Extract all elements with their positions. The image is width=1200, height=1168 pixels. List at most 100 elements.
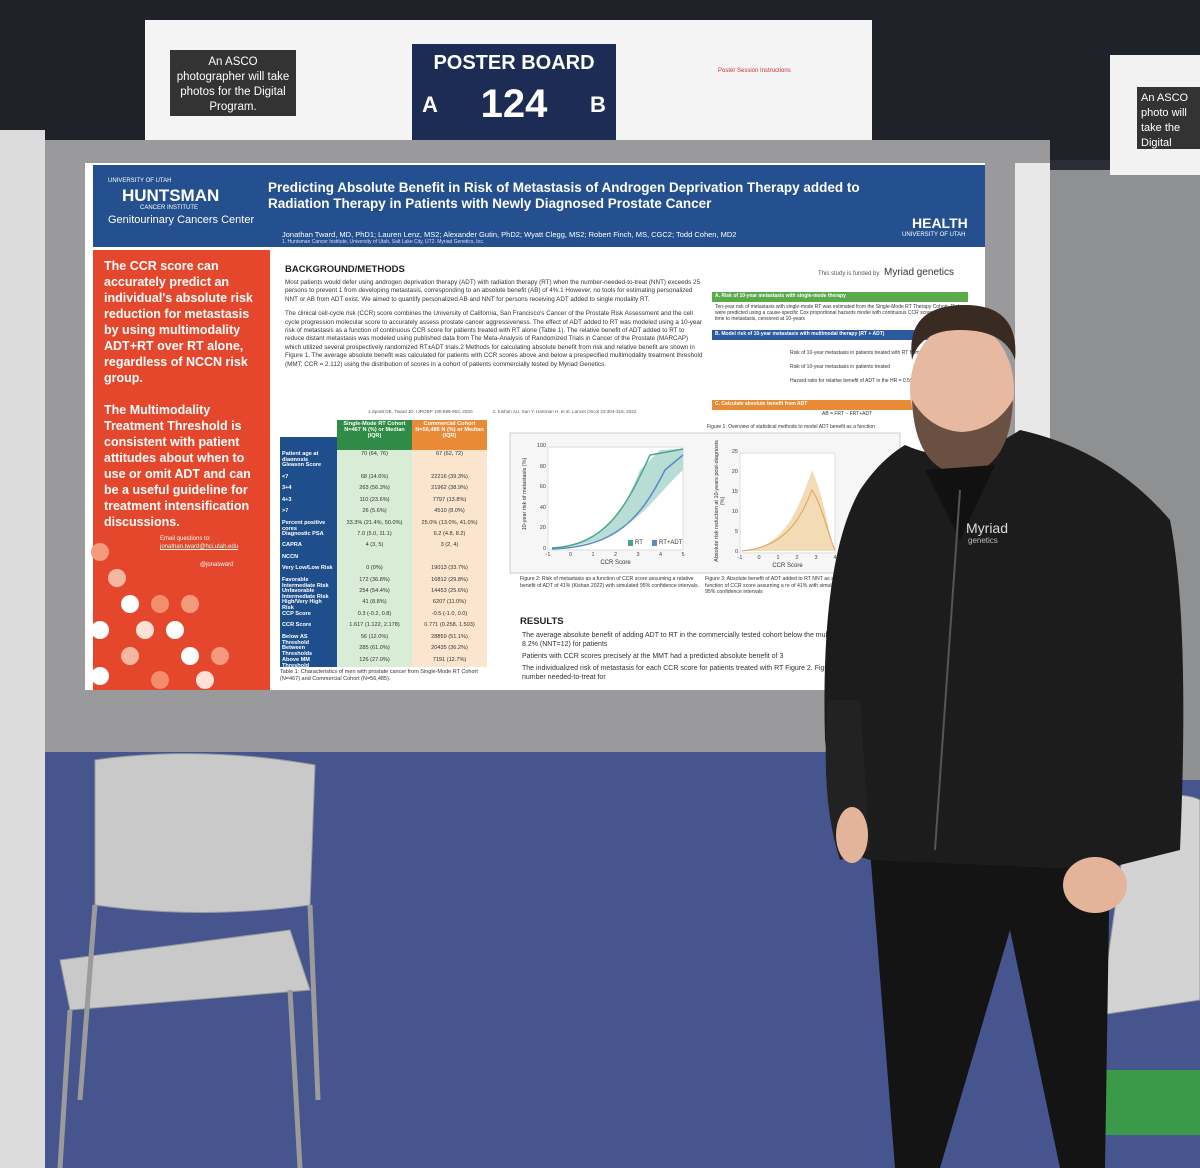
zipper bbox=[934, 489, 961, 851]
row-label: Unfavorable Intermediate Risk bbox=[282, 588, 329, 599]
logo-university: UNIVERSITY OF UTAH bbox=[108, 178, 172, 184]
y-tick-label: 60 bbox=[539, 484, 546, 491]
fig3-line bbox=[741, 488, 836, 552]
x-axis-label: CCR Score bbox=[600, 560, 631, 566]
y-tick-label: 20 bbox=[731, 469, 738, 475]
key-points: The CCR score can accurately predict an … bbox=[104, 258, 264, 546]
y-tick-label: 100 bbox=[536, 443, 546, 449]
method-text: Ten-year risk of metastasis with single-… bbox=[715, 304, 963, 322]
right-hand bbox=[1063, 857, 1127, 913]
y-tick-label: 20 bbox=[539, 525, 546, 532]
key-panel bbox=[93, 250, 270, 690]
logo-name: HUNTSMAN bbox=[122, 186, 220, 205]
jacket-logo-sub: genetics bbox=[968, 536, 998, 545]
jacket bbox=[824, 430, 1184, 870]
row-label: CCP Score bbox=[282, 610, 311, 617]
row-label: Below AS Threshold bbox=[282, 633, 310, 645]
row-label: Patient age at diagnosis bbox=[282, 451, 319, 462]
board-side-b: B bbox=[590, 92, 606, 117]
board-side-a: A bbox=[422, 92, 438, 117]
row-label: Diagnostic PSA bbox=[282, 530, 324, 537]
x-tick-label: 1 bbox=[591, 552, 595, 558]
figure-caption: Figure 1: Overview of statistical method… bbox=[707, 424, 875, 430]
beard bbox=[912, 400, 1013, 475]
table-cell: 7191 (12.7%) bbox=[432, 656, 467, 663]
method-box: A. Risk of 10-year metastasis with singl… bbox=[715, 293, 846, 299]
results-heading: RESULTS bbox=[520, 616, 564, 627]
x-tick-label: 3 bbox=[814, 555, 818, 561]
x-tick-label: 5 bbox=[681, 552, 685, 558]
method-text: Risk of 10-year metastasis in patients t… bbox=[790, 350, 935, 356]
table-labels bbox=[280, 437, 337, 667]
paragraph: The clinical cell-cycle risk (CCR) score… bbox=[285, 310, 703, 368]
twitter[interactable]: @jonasward bbox=[200, 562, 234, 568]
email-label: Email questions to: bbox=[160, 536, 211, 542]
table-cell: 14453 (25.6%) bbox=[431, 588, 468, 595]
table-caption: Table 1: Characteristics of men with pro… bbox=[280, 669, 478, 682]
row-label: >7 bbox=[282, 508, 289, 515]
table-cell: 254 (54.4%) bbox=[359, 588, 390, 595]
method-box: B. Model risk of 10-year metastasis with… bbox=[715, 331, 885, 337]
table-header: Commercial Cohort N=56,485 N (%) or Medi… bbox=[415, 421, 484, 439]
table-cell: 0.3 (-0.2, 0.8) bbox=[357, 610, 392, 617]
table-head-1 bbox=[337, 420, 412, 450]
row-label: Very Low/Low Risk bbox=[282, 565, 333, 572]
table-cell: 0.771 (0.258, 1.503) bbox=[424, 622, 475, 629]
background-text: Most patients would defer using androgen… bbox=[285, 279, 705, 375]
table-cell: 4510 (8.0%) bbox=[434, 508, 465, 515]
y-tick-label: 10 bbox=[731, 509, 738, 515]
table-cell: 28859 (51.1%) bbox=[431, 633, 468, 640]
key-point: The CCR score can accurately predict an … bbox=[104, 259, 253, 385]
poster-title: Predicting Absolute Benefit in Risk of M… bbox=[268, 180, 860, 211]
funder: Myriad genetics bbox=[884, 267, 955, 278]
method-box: C. Calculate absolute benefit from ADT bbox=[715, 401, 808, 407]
x-tick-label: 4 bbox=[833, 555, 837, 561]
figures-2-3: 0 20 40 60 80 100 -1 0 1 2 3 4 5 CCR Score 10-year ris… bbox=[510, 433, 900, 613]
fig1-box-c bbox=[712, 400, 968, 410]
email[interactable]: jonathan.tward@hci.utah.edu bbox=[160, 544, 239, 550]
row-label: CAPRA bbox=[282, 542, 302, 549]
x-tick-label: 3 bbox=[636, 552, 640, 558]
result-bullet: Patients with CCR scores precisely at th… bbox=[522, 653, 784, 660]
table-cell: 172 (36.8%) bbox=[359, 576, 390, 583]
legend-entry: RT+ADT bbox=[652, 540, 682, 546]
pants bbox=[870, 850, 1110, 1168]
x-tick-label: 0 bbox=[757, 555, 761, 561]
result-bullet: The average absolute benefit of adding A… bbox=[522, 632, 957, 648]
table-cell: 41 (8.8%) bbox=[362, 599, 387, 606]
y-tick-label: 40 bbox=[539, 504, 546, 511]
y-tick-label: 15 bbox=[731, 489, 738, 495]
row-label: Above MM Threshold bbox=[282, 656, 310, 667]
hex-pattern bbox=[91, 543, 229, 689]
row-label: Gleason Score bbox=[282, 462, 322, 469]
table-cell: 21962 (38.9%) bbox=[431, 485, 468, 492]
table-cell: 110 (23.6%) bbox=[359, 496, 390, 503]
asco-sign: An ASCO photographer will take photos fo… bbox=[170, 50, 296, 116]
table-cell: 25.0% (13.0%, 41.0%) bbox=[421, 519, 478, 526]
row-label: NCCN bbox=[282, 553, 299, 560]
results: The average absolute benefit of adding A… bbox=[513, 631, 963, 685]
table-cell: 70 (64, 76) bbox=[360, 451, 389, 457]
instructions-title: Poster Session Instructions bbox=[718, 68, 791, 74]
x-tick-label: 2 bbox=[613, 552, 618, 558]
table-cell: 22216 (39.3%) bbox=[431, 473, 468, 480]
method-text: Hazard ratio for relative benefit of ADT… bbox=[790, 378, 959, 384]
table-cell: 6207 (11.0%) bbox=[432, 599, 467, 606]
face bbox=[910, 322, 1014, 458]
reference: 2. Kishan AU, Sun Y, Hartman H, et al. L… bbox=[492, 409, 637, 414]
legend-entry: RT bbox=[628, 540, 643, 546]
x-tick-label: 0 bbox=[568, 552, 573, 558]
background-heading: BACKGROUND/METHODS bbox=[285, 264, 405, 275]
formula: AB = FRT − FRT+ADT bbox=[822, 411, 873, 417]
chair bbox=[57, 753, 321, 1168]
table-cell: 285 (61.0%) bbox=[359, 645, 390, 652]
table-cell: 263 (56.3%) bbox=[359, 485, 390, 492]
table-cell: 0 (0%) bbox=[366, 565, 383, 572]
table-cell: -0.5 (-1.0, 0.0) bbox=[431, 610, 468, 617]
table-cell: 4 (3, 5) bbox=[365, 542, 384, 549]
fig2-rt bbox=[551, 448, 684, 549]
table-cell: 126 (27.0%) bbox=[359, 656, 390, 663]
table-cell: 67 (62, 72) bbox=[435, 451, 464, 457]
table-cell: 1.617 (1.122, 2.178) bbox=[349, 622, 400, 629]
table-cell: 7797 (13.8%) bbox=[432, 496, 467, 503]
